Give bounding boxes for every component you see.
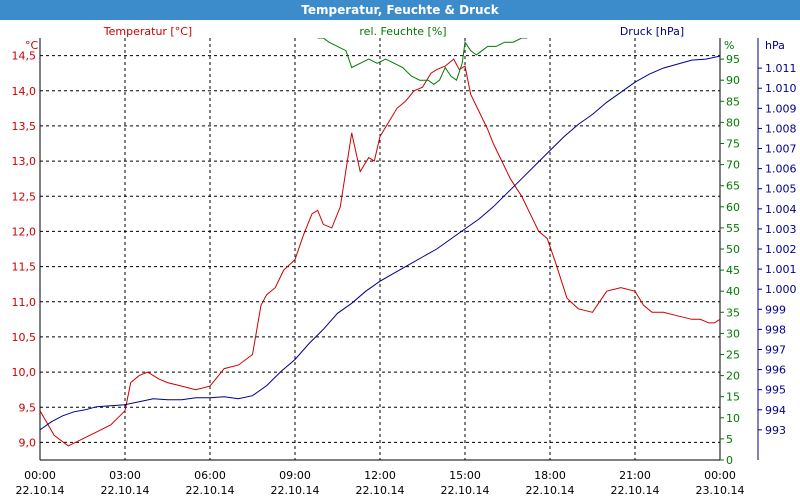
x-tick-time-label: 06:00 (194, 469, 226, 482)
x-tick-time-label: 18:00 (534, 469, 566, 482)
pressure-tick-label: 1.008 (765, 122, 797, 135)
x-tick-time-label: 12:00 (364, 469, 396, 482)
humidity-tick-label: 55 (726, 222, 740, 235)
humidity-series-line (317, 38, 528, 86)
humidity-tick-label: 15 (726, 391, 740, 404)
pressure-tick-label: 1.003 (765, 223, 797, 236)
x-tick-date-label: 22.10.14 (611, 484, 660, 497)
series-layer (40, 38, 720, 447)
pressure-tick-label: 1.005 (765, 183, 797, 196)
pressure-tick-label: 995 (765, 384, 786, 397)
humidity-tick-label: 40 (726, 285, 740, 298)
temperature-tick-label: 12,0 (12, 225, 37, 238)
pressure-tick-label: 996 (765, 364, 786, 377)
humidity-tick-label: 5 (726, 433, 733, 446)
humidity-tick-label: 10 (726, 412, 740, 425)
grid-layer (40, 38, 720, 460)
humidity-tick-label: 75 (726, 138, 740, 151)
humidity-tick-label: 65 (726, 180, 740, 193)
temperature-tick-label: 12,5 (12, 190, 37, 203)
pressure-tick-label: 994 (765, 404, 786, 417)
pressure-tick-label: 1.011 (765, 62, 797, 75)
pressure-tick-label: 999 (765, 303, 786, 316)
temperature-series-line (40, 58, 720, 447)
x-tick-date-label: 22.10.14 (526, 484, 575, 497)
window-title: Temperatur, Feuchte & Druck (0, 0, 800, 20)
pressure-unit-label: hPa (765, 39, 785, 52)
x-tick-time-label: 00:00 (24, 469, 56, 482)
pressure-tick-label: 1.000 (765, 283, 797, 296)
pressure-tick-label: 993 (765, 424, 786, 437)
temperature-tick-label: 9,0 (19, 436, 37, 449)
pressure-tick-label: 1.004 (765, 203, 797, 216)
humidity-tick-label: 60 (726, 201, 740, 214)
temperature-tick-label: 14,5 (12, 50, 37, 63)
x-tick-date-label: 22.10.14 (271, 484, 320, 497)
humidity-tick-label: 25 (726, 349, 740, 362)
x-tick-date-label: 22.10.14 (186, 484, 235, 497)
pressure-tick-label: 1.001 (765, 263, 797, 276)
pressure-axis-title: Druck [hPa] (620, 25, 684, 38)
humidity-tick-label: 95 (726, 53, 740, 66)
x-tick-date-label: 22.10.14 (101, 484, 150, 497)
humidity-tick-label: 30 (726, 327, 740, 340)
x-tick-date-label: 22.10.14 (356, 484, 405, 497)
humidity-tick-label: 0 (726, 454, 733, 467)
pressure-tick-label: 1.009 (765, 102, 797, 115)
temperature-unit-label: °C (25, 39, 39, 52)
pressure-series-line (40, 55, 720, 431)
humidity-tick-label: 70 (726, 159, 740, 172)
humidity-tick-label: 20 (726, 370, 740, 383)
x-tick-time-label: 00:00 (704, 469, 736, 482)
temperature-tick-label: 10,5 (12, 331, 37, 344)
humidity-tick-label: 35 (726, 306, 740, 319)
pressure-tick-label: 997 (765, 343, 786, 356)
x-tick-date-label: 22.10.14 (441, 484, 490, 497)
humidity-unit-label: % (724, 39, 734, 52)
pressure-tick-label: 1.006 (765, 163, 797, 176)
x-tick-time-label: 03:00 (109, 469, 141, 482)
humidity-tick-label: 85 (726, 95, 740, 108)
temperature-tick-label: 9,5 (19, 401, 37, 414)
x-tick-date-label: 22.10.14 (16, 484, 65, 497)
x-tick-time-label: 21:00 (619, 469, 651, 482)
temperature-tick-label: 11,5 (12, 261, 37, 274)
x-tick-time-label: 15:00 (449, 469, 481, 482)
temperature-tick-label: 14,0 (12, 85, 37, 98)
axes-layer (39, 38, 762, 461)
humidity-tick-label: 80 (726, 116, 740, 129)
x-tick-date-label: 23.10.14 (696, 484, 745, 497)
temperature-tick-label: 10,0 (12, 366, 37, 379)
pressure-tick-label: 1.007 (765, 143, 797, 156)
humidity-tick-label: 50 (726, 243, 740, 256)
x-tick-time-label: 09:00 (279, 469, 311, 482)
pressure-tick-label: 1.002 (765, 243, 797, 256)
humidity-axis-title: rel. Feuchte [%] (359, 25, 446, 38)
temperature-tick-label: 13,5 (12, 120, 37, 133)
humidity-tick-label: 45 (726, 264, 740, 277)
temperature-tick-label: 11,0 (12, 296, 37, 309)
labels-layer: 9,0 9,5 10,0 10,5 11,0 11,5 12,0 12,5 13,0 13,5 14… (12, 25, 797, 497)
humidity-tick-label: 90 (726, 74, 740, 87)
temperature-axis-title: Temperatur [°C] (103, 25, 192, 38)
pressure-tick-label: 998 (765, 323, 786, 336)
temperature-tick-label: 13,0 (12, 155, 37, 168)
pressure-tick-label: 1.010 (765, 82, 797, 95)
